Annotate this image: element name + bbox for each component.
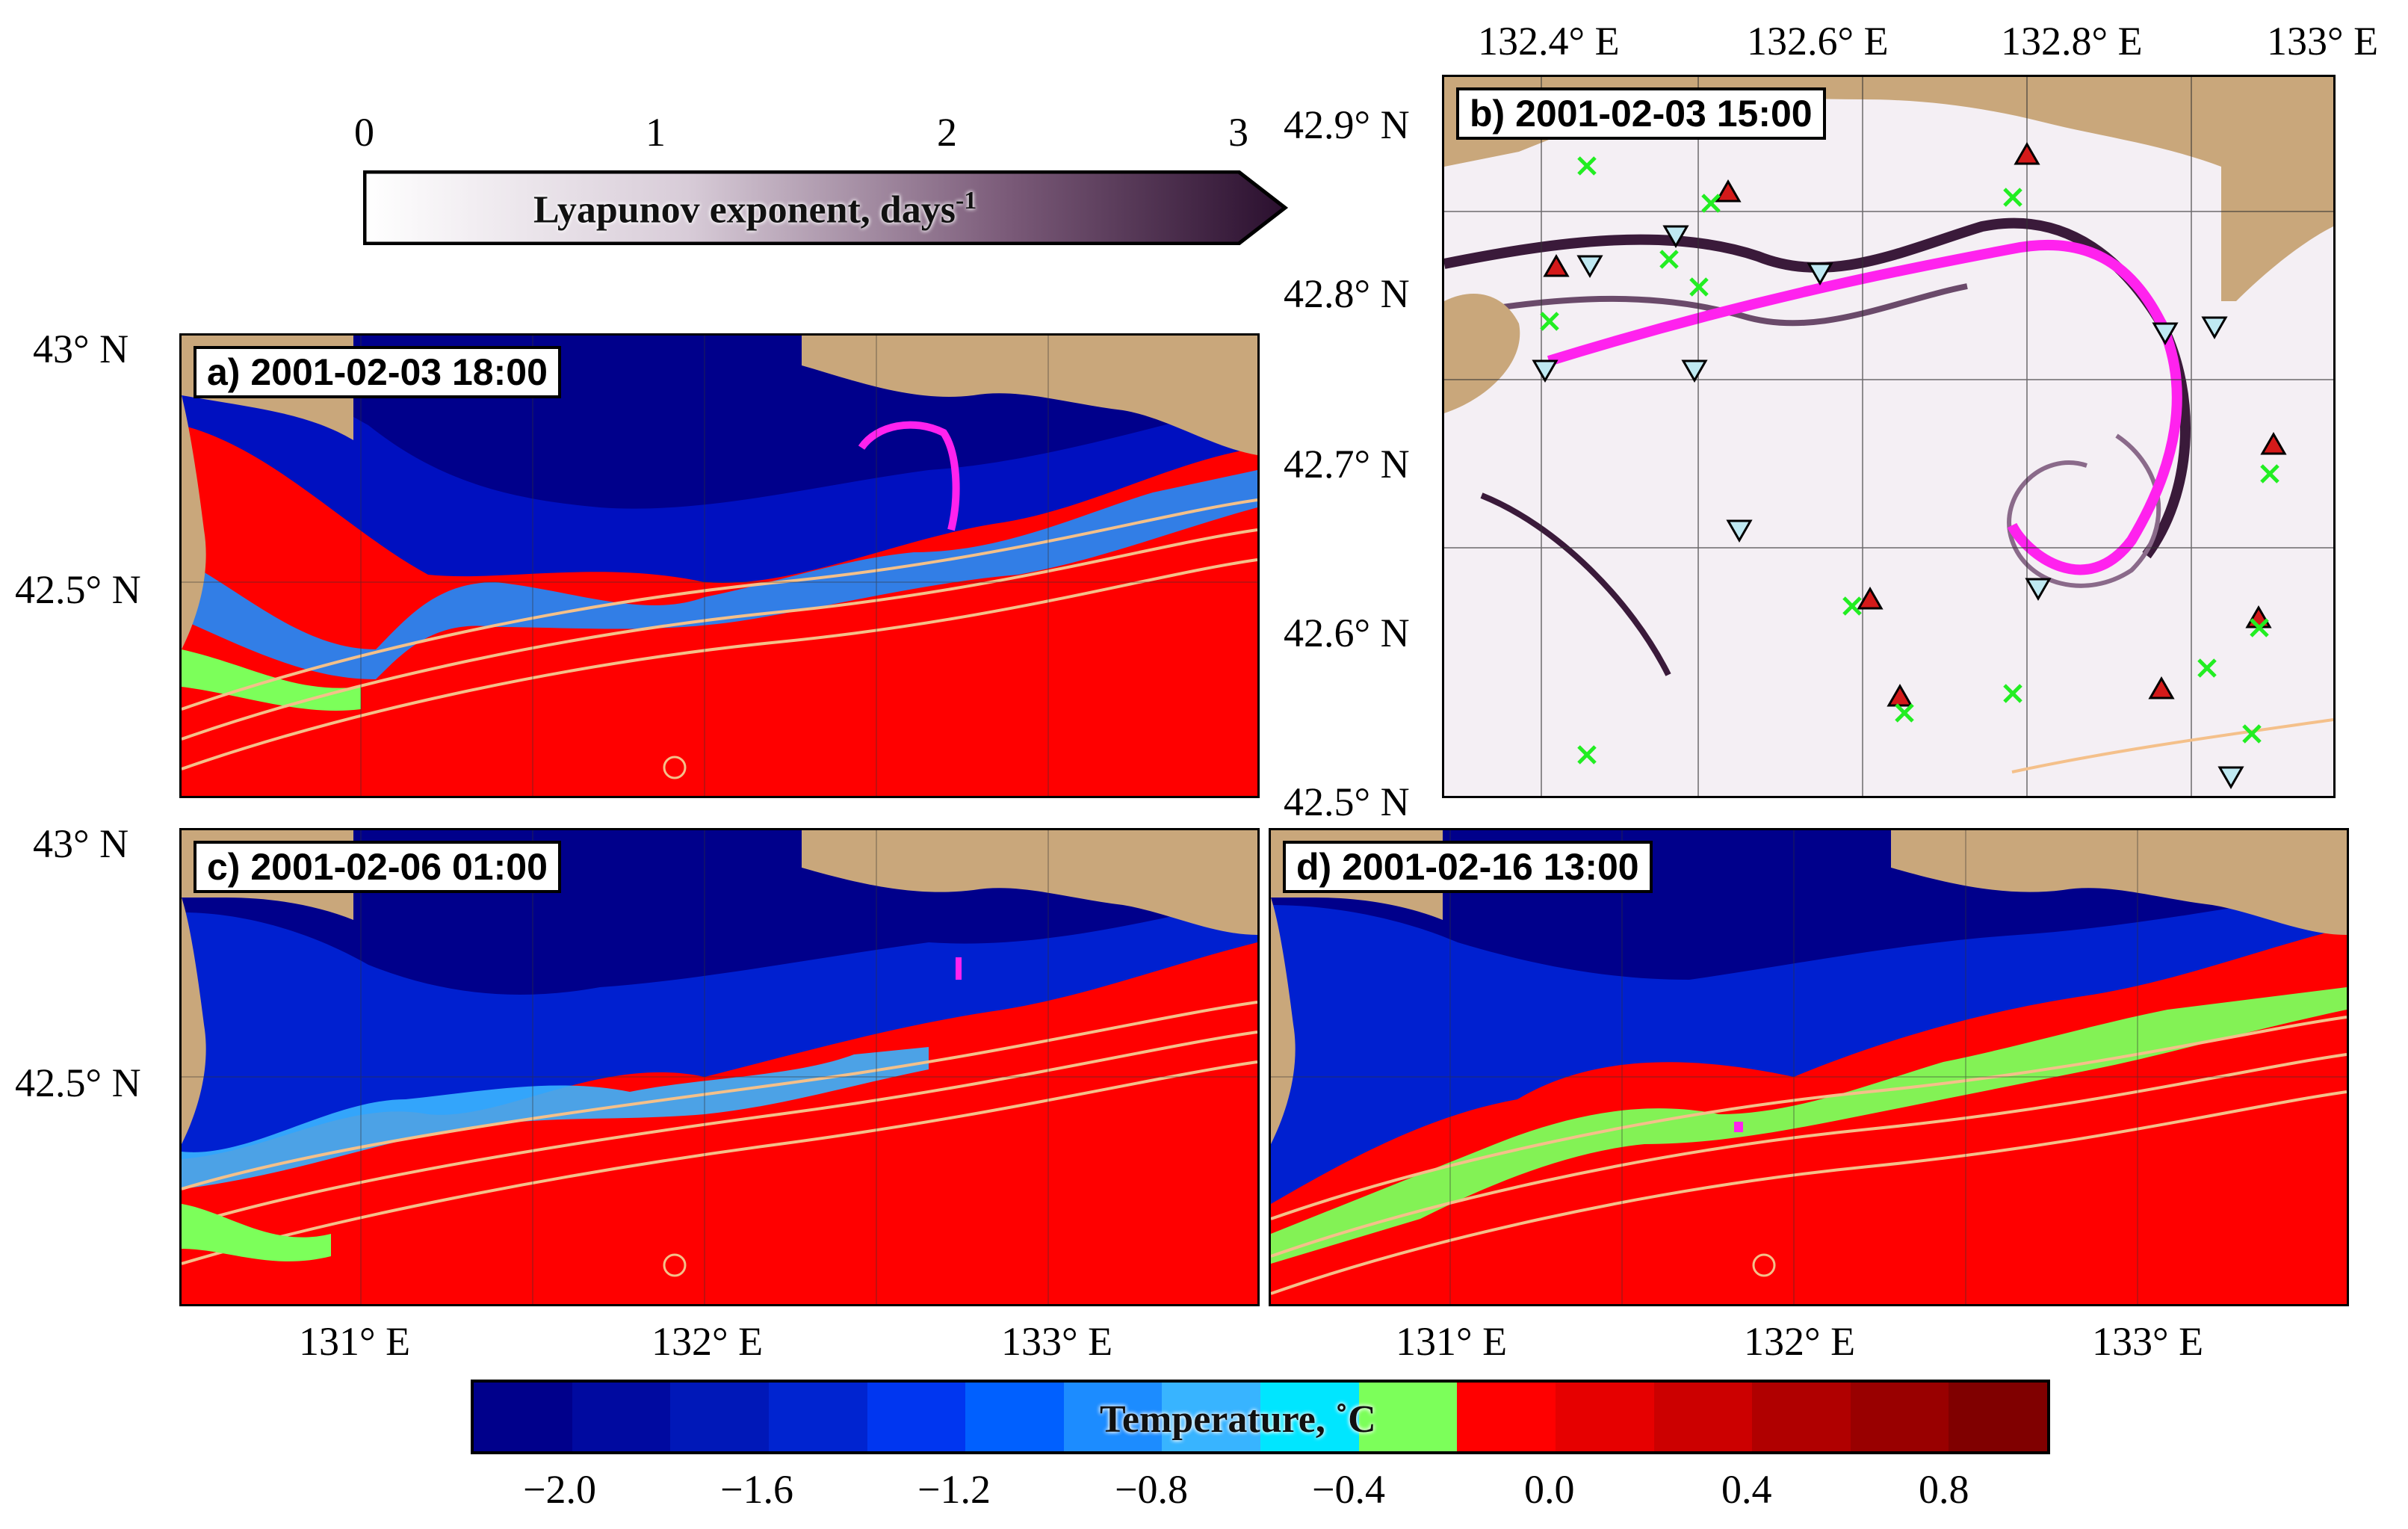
- lat-label-b-42-5: 42.5° N: [1284, 779, 1410, 824]
- panel-c-map: c) 2001-02-06 01:00: [179, 828, 1260, 1306]
- temp-swatch: [1949, 1383, 2047, 1451]
- lat-label-c-43n: 43° N: [33, 821, 129, 866]
- temp-swatch: [670, 1383, 769, 1451]
- lat-label-a-42-5n: 42.5° N: [15, 567, 141, 612]
- lon-label-b-132-6: 132.6° E: [1747, 19, 1889, 64]
- panel-b-map: b) 2001-02-03 15:00: [1442, 75, 2336, 798]
- lon-label-b-132-8: 132.8° E: [2001, 19, 2143, 64]
- lon-label-c-131: 131° E: [299, 1319, 411, 1364]
- temp-tick-0-4: 0.4: [1721, 1467, 1772, 1512]
- temp-swatch: [1063, 1383, 1163, 1451]
- lat-label-b-42-7: 42.7° N: [1284, 442, 1410, 486]
- panel-b-title: b) 2001-02-03 15:00: [1456, 87, 1826, 140]
- lyapunov-tick-0: 0: [354, 110, 374, 155]
- temp-swatch: [474, 1383, 572, 1451]
- lat-label-b-42-9: 42.9° N: [1284, 102, 1410, 147]
- temp-swatch: [1260, 1383, 1359, 1451]
- temp-swatch: [1752, 1383, 1851, 1451]
- lat-label-c-42-5n: 42.5° N: [15, 1060, 141, 1105]
- temp-swatch: [1358, 1383, 1458, 1451]
- lat-label-a-43n: 43° N: [33, 327, 129, 371]
- lon-label-d-133: 133° E: [2092, 1319, 2204, 1364]
- lon-label-b-133: 133° E: [2267, 19, 2379, 64]
- temp-swatch: [1850, 1383, 1949, 1451]
- temp-swatch: [1162, 1383, 1260, 1451]
- lyapunov-colorbar: Lyapunov exponent, days-1: [362, 170, 1290, 246]
- lat-label-b-42-8: 42.8° N: [1284, 271, 1410, 316]
- lon-label-c-133: 133° E: [1001, 1319, 1113, 1364]
- panel-a-title: a) 2001-02-03 18:00: [194, 346, 561, 398]
- lyapunov-colorbar-title: Lyapunov exponent, days-1: [533, 187, 977, 232]
- lon-label-d-131: 131° E: [1396, 1319, 1508, 1364]
- temp-tick-neg1-6: −1.6: [720, 1467, 793, 1512]
- temp-tick-0-8: 0.8: [1919, 1467, 1969, 1512]
- temp-tick-neg1-2: −1.2: [917, 1467, 991, 1512]
- lyapunov-tick-3: 3: [1228, 110, 1248, 155]
- panel-d-map: d) 2001-02-16 13:00: [1269, 828, 2349, 1306]
- lyapunov-tick-2: 2: [937, 110, 957, 155]
- temp-swatch: [1457, 1383, 1556, 1451]
- temperature-colorbar-title: Temperature, ˚C: [1100, 1398, 1376, 1441]
- marker-triangles-up: [1543, 141, 2287, 707]
- temp-swatch: [965, 1383, 1064, 1451]
- lon-label-c-132: 132° E: [651, 1319, 764, 1364]
- lyapunov-colorbar-gradient: [362, 170, 1289, 246]
- temp-tick-0-0: 0.0: [1524, 1467, 1575, 1512]
- temp-tick-neg0-8: −0.8: [1115, 1467, 1188, 1512]
- panel-c-title: c) 2001-02-06 01:00: [194, 841, 561, 893]
- temp-swatch: [867, 1383, 966, 1451]
- marker-crosses: [1540, 156, 2279, 764]
- temp-swatch: [1555, 1383, 1654, 1451]
- lyapunov-tick-1: 1: [646, 110, 666, 155]
- panel-a-map: a) 2001-02-03 18:00: [179, 333, 1260, 798]
- temp-swatch: [768, 1383, 867, 1451]
- temp-tick-neg2-0: −2.0: [523, 1467, 596, 1512]
- lat-label-b-42-6: 42.6° N: [1284, 611, 1410, 655]
- marker-triangles-down: [1532, 225, 2244, 790]
- lon-label-b-132-4: 132.4° E: [1478, 19, 1620, 64]
- temp-tick-neg0-4: −0.4: [1312, 1467, 1385, 1512]
- temp-swatch: [572, 1383, 671, 1451]
- lon-label-d-132: 132° E: [1744, 1319, 1856, 1364]
- temperature-colorbar: Temperature, ˚C: [471, 1380, 2050, 1454]
- panel-d-title: d) 2001-02-16 13:00: [1283, 841, 1653, 893]
- temp-swatch: [1653, 1383, 1753, 1451]
